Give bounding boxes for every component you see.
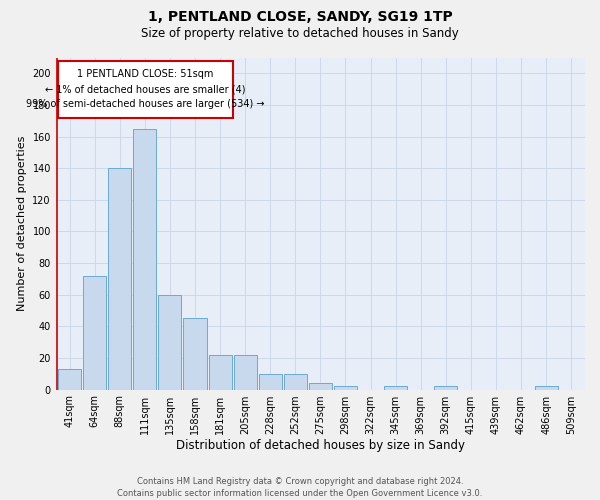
Bar	[259, 374, 282, 390]
X-axis label: Distribution of detached houses by size in Sandy: Distribution of detached houses by size …	[176, 440, 465, 452]
Bar	[184, 318, 206, 390]
Bar	[233, 355, 257, 390]
FancyBboxPatch shape	[58, 60, 233, 118]
Bar	[535, 386, 557, 390]
Bar	[158, 294, 181, 390]
Text: Size of property relative to detached houses in Sandy: Size of property relative to detached ho…	[141, 28, 459, 40]
Bar	[309, 384, 332, 390]
Bar	[58, 369, 81, 390]
Bar	[108, 168, 131, 390]
Bar	[83, 276, 106, 390]
Bar	[434, 386, 457, 390]
Bar	[133, 128, 157, 390]
Bar	[384, 386, 407, 390]
Y-axis label: Number of detached properties: Number of detached properties	[17, 136, 27, 311]
Text: 1 PENTLAND CLOSE: 51sqm
← 1% of detached houses are smaller (4)
99% of semi-deta: 1 PENTLAND CLOSE: 51sqm ← 1% of detached…	[26, 70, 265, 109]
Bar	[209, 355, 232, 390]
Text: 1, PENTLAND CLOSE, SANDY, SG19 1TP: 1, PENTLAND CLOSE, SANDY, SG19 1TP	[148, 10, 452, 24]
Bar	[284, 374, 307, 390]
Text: Contains HM Land Registry data © Crown copyright and database right 2024.
Contai: Contains HM Land Registry data © Crown c…	[118, 476, 482, 498]
Bar	[334, 386, 357, 390]
